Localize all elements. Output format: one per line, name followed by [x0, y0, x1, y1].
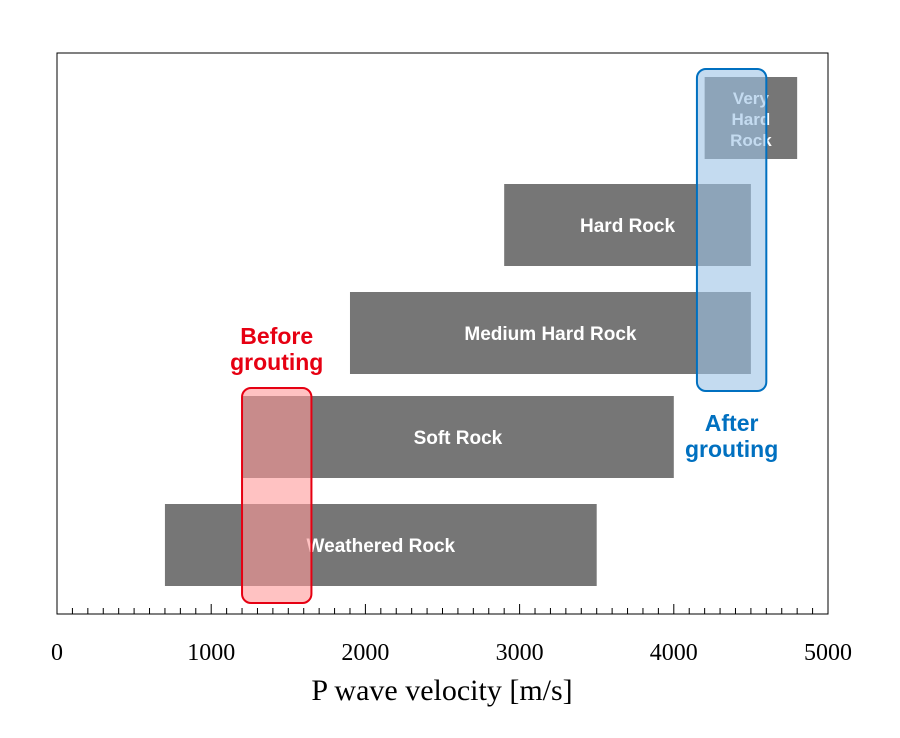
x-tick-label: 1000 — [187, 640, 235, 666]
x-tick-label: 4000 — [650, 640, 698, 666]
x-tick-label: 5000 — [804, 640, 852, 666]
highlight-box-after-grouting — [695, 68, 768, 392]
bar-weathered-rock — [164, 504, 597, 586]
bar-medium-hard-rock — [349, 292, 751, 374]
x-tick-label: 0 — [51, 640, 63, 666]
bar-label-medium-hard-rock: Medium Hard Rock — [464, 324, 637, 345]
bar-label-weathered-rock: Weathered Rock — [307, 536, 456, 557]
annotation-after-grouting-line-1: grouting — [685, 436, 778, 462]
x-tick-label: 2000 — [341, 640, 389, 666]
x-axis-title: P wave velocity [m/s] — [311, 674, 572, 707]
bar-label-hard-rock: Hard Rock — [580, 216, 675, 237]
annotation-after-grouting-line-0: After — [705, 410, 759, 436]
x-axis: 0 1000 2000 3000 4000 5000 — [51, 604, 852, 666]
annotation-before-grouting-line-1: grouting — [230, 349, 323, 375]
annotation-before-grouting-line-0: Before — [240, 323, 313, 349]
highlight-box-before-grouting — [241, 387, 313, 604]
bar-label-soft-rock: Soft Rock — [414, 428, 503, 449]
x-tick-label: 3000 — [496, 640, 544, 666]
bar-soft-rock — [242, 396, 674, 478]
